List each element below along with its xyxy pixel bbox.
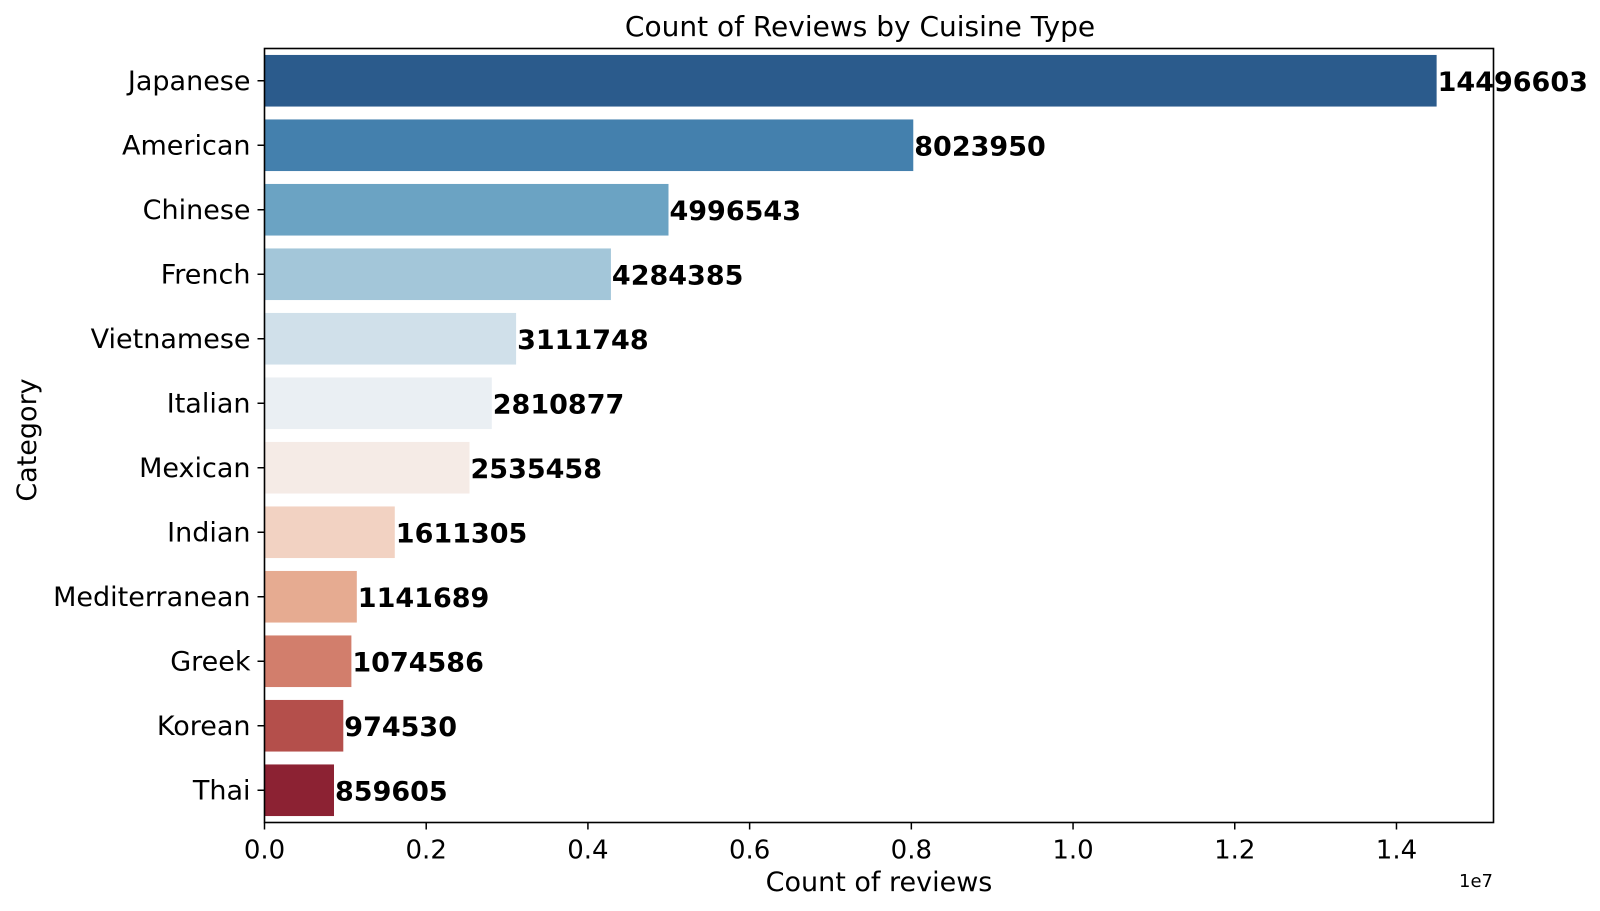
y-tick-label-vietnamese: Vietnamese — [91, 324, 251, 355]
data-label-korean: 974530 — [344, 712, 457, 743]
x-axis: 0.0 0.2 0.4 0.6 0.8 1.0 1.2 1.4 — [244, 822, 1417, 866]
x-tick-label: 0.2 — [406, 836, 447, 866]
y-tick-label-japanese: Japanese — [126, 66, 251, 97]
x-axis-offset-text: 1e7 — [1459, 871, 1493, 892]
y-tick-label-french: French — [161, 259, 251, 290]
x-tick-label: 1.2 — [1214, 836, 1255, 866]
bar-greek — [264, 635, 352, 688]
data-label-french: 4284385 — [612, 260, 744, 291]
y-tick-label-italian: Italian — [167, 388, 251, 419]
bar-korean — [264, 699, 344, 752]
data-label-chinese: 4996543 — [669, 196, 801, 227]
y-tick-label-american: American — [122, 130, 251, 161]
data-label-mexican: 2535458 — [471, 454, 603, 485]
x-tick-label: 0.4 — [567, 836, 608, 866]
y-tick-label-mediterranean: Mediterranean — [53, 582, 250, 613]
axes-frame — [263, 47, 1495, 824]
x-tick-label: 0.0 — [244, 836, 285, 866]
x-tick-label: 0.6 — [729, 836, 770, 866]
data-label-thai: 859605 — [335, 776, 448, 807]
x-axis-label: Count of reviews — [766, 867, 993, 898]
bar-japanese — [264, 54, 1437, 107]
data-labels-layer: 14496603 8023950 4996543 4284385 3111748 2810… — [335, 67, 1588, 808]
bars-layer — [264, 54, 1437, 817]
data-label-greek: 1074586 — [352, 647, 484, 678]
bar-vietnamese — [264, 312, 517, 365]
chart-title: Count of Reviews by Cuisine Type — [625, 10, 1095, 43]
bar-american — [264, 119, 914, 172]
y-axis-label: Category — [12, 378, 43, 501]
data-label-indian: 1611305 — [396, 518, 528, 549]
bar-chinese — [264, 183, 669, 236]
y-axis: Japanese American Chinese French Vietnamese I… — [53, 66, 265, 806]
x-tick-label: 0.8 — [891, 836, 932, 866]
data-label-mediterranean: 1141689 — [358, 583, 490, 614]
y-tick-label-mexican: Mexican — [139, 453, 250, 484]
data-label-italian: 2810877 — [493, 389, 625, 420]
bar-italian — [264, 377, 492, 430]
x-tick-label: 1.4 — [1376, 836, 1417, 866]
bar-mexican — [264, 441, 470, 494]
y-tick-label-greek: Greek — [170, 646, 251, 677]
y-tick-label-chinese: Chinese — [143, 195, 251, 226]
data-label-japanese: 14496603 — [1438, 67, 1588, 98]
data-label-vietnamese: 3111748 — [517, 325, 649, 356]
x-tick-label: 1.0 — [1052, 836, 1093, 866]
bar-mediterranean — [264, 570, 357, 623]
y-tick-label-indian: Indian — [167, 517, 250, 548]
y-tick-label-thai: Thai — [192, 775, 251, 806]
bar-french — [264, 248, 611, 301]
bar-indian — [264, 506, 395, 559]
y-tick-label-korean: Korean — [157, 711, 251, 742]
data-label-american: 8023950 — [914, 131, 1046, 162]
bar-thai — [264, 764, 335, 817]
